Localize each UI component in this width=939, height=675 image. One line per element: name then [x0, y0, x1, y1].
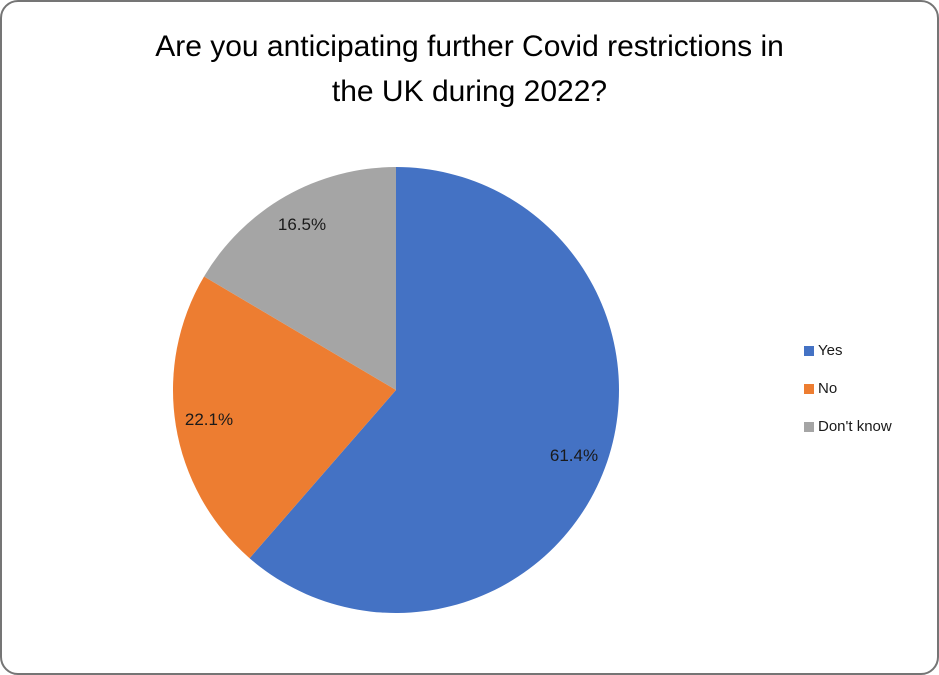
pie-slice-don-t-know: [204, 167, 396, 390]
pie-data-label: 61.4%: [549, 446, 599, 465]
chart-title-line-2: the UK during 2022?: [331, 75, 608, 108]
chart-title: Are you anticipating further Covid restr…: [2, 24, 937, 114]
legend-label: Don't know: [818, 418, 892, 435]
legend-label: No: [818, 380, 838, 397]
chart-title-line-1: Are you anticipating further Covid restr…: [155, 30, 784, 63]
legend-swatch-icon: [804, 421, 814, 432]
legend: Yes No Don't know: [804, 343, 892, 434]
legend-swatch-icon: [804, 383, 814, 394]
pie-slice-no: [172, 276, 396, 559]
legend-item-yes: Yes: [804, 343, 892, 358]
legend-swatch-icon: [804, 345, 814, 356]
pie-data-label: 16.5%: [277, 215, 327, 234]
pie-slice-yes: [249, 167, 619, 613]
legend-item-no: No: [804, 381, 892, 396]
legend-label: Yes: [818, 342, 843, 359]
pie-data-label: 22.1%: [184, 410, 234, 429]
legend-item-don-t-know: Don't know: [804, 419, 892, 434]
